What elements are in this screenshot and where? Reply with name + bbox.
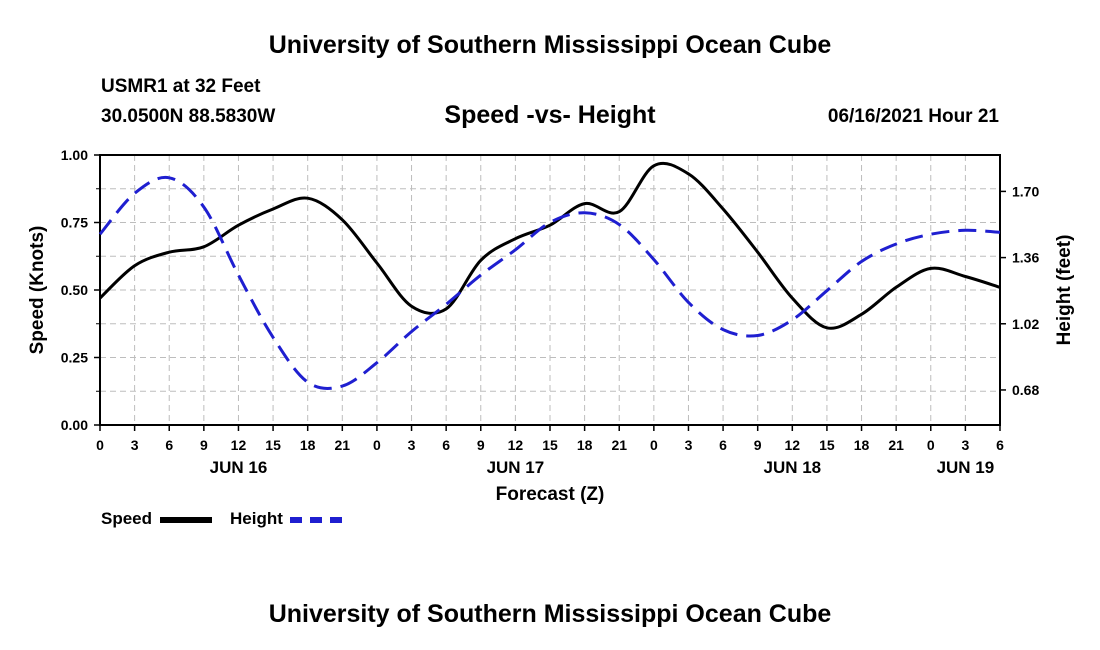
x-tick-label: 21 [611,437,627,453]
x-tick-label: 3 [961,437,969,453]
x-tick-label: 3 [131,437,139,453]
x-axis-label: Forecast (Z) [496,484,605,505]
y-left-tick-label: 0.50 [61,282,88,298]
x-tick-label: 21 [335,437,351,453]
x-day-label: JUN 18 [763,458,821,477]
y-right-tick-label: 1.02 [1012,316,1039,332]
x-tick-label: 15 [265,437,281,453]
y-left-tick-label: 1.00 [61,147,88,163]
x-tick-label: 9 [200,437,208,453]
y-right-tick-label: 1.70 [1012,183,1039,199]
x-tick-label: 6 [996,437,1004,453]
x-tick-label: 0 [650,437,658,453]
x-tick-label: 6 [442,437,450,453]
x-tick-label: 3 [685,437,693,453]
legend-speed-swatch [160,517,212,523]
x-tick-label: 9 [754,437,762,453]
y-left-tick-label: 0.75 [61,215,88,231]
chart-subtitle: Speed -vs- Height [444,101,656,129]
chart-title: University of Southern Mississippi Ocean… [268,31,832,59]
x-tick-label: 0 [373,437,381,453]
station-label: USMR1 at 32 Feet [101,76,261,97]
x-tick-label: 9 [477,437,485,453]
legend-speed-label: Speed [101,509,153,528]
y-right-tick-label: 1.36 [1012,250,1039,266]
y-right-tick-label: 0.68 [1012,382,1039,398]
x-tick-label: 21 [888,437,904,453]
footer-title: University of Southern Mississippi Ocean… [268,600,832,628]
coordinates-label: 30.0500N 88.5830W [101,106,276,127]
x-tick-label: 15 [542,437,558,453]
x-tick-label: 12 [785,437,801,453]
legend-height-label: Height [230,509,283,528]
x-tick-label: 6 [165,437,173,453]
x-tick-label: 12 [231,437,247,453]
x-tick-label: 0 [96,437,104,453]
series-line-height [98,175,1001,390]
x-tick-label: 12 [508,437,524,453]
x-tick-label: 18 [854,437,870,453]
x-tick-label: 18 [577,437,593,453]
x-tick-label: 15 [819,437,835,453]
forecast-datetime: 06/16/2021 Hour 21 [827,106,999,127]
x-day-label: JUN 17 [487,458,545,477]
y-left-tick-label: 0.00 [61,417,88,433]
y-right-axis-label: Height (feet) [1054,235,1075,346]
x-tick-label: 18 [300,437,316,453]
x-day-label: JUN 16 [210,458,268,477]
x-tick-label: 6 [719,437,727,453]
series-line-speed [98,161,1001,330]
x-tick-label: 3 [408,437,416,453]
y-left-axis-label: Speed (Knots) [27,226,48,355]
legend-height-swatch [290,517,342,523]
x-day-label: JUN 19 [937,458,995,477]
x-tick-label: 0 [927,437,935,453]
y-left-tick-label: 0.25 [61,350,88,366]
